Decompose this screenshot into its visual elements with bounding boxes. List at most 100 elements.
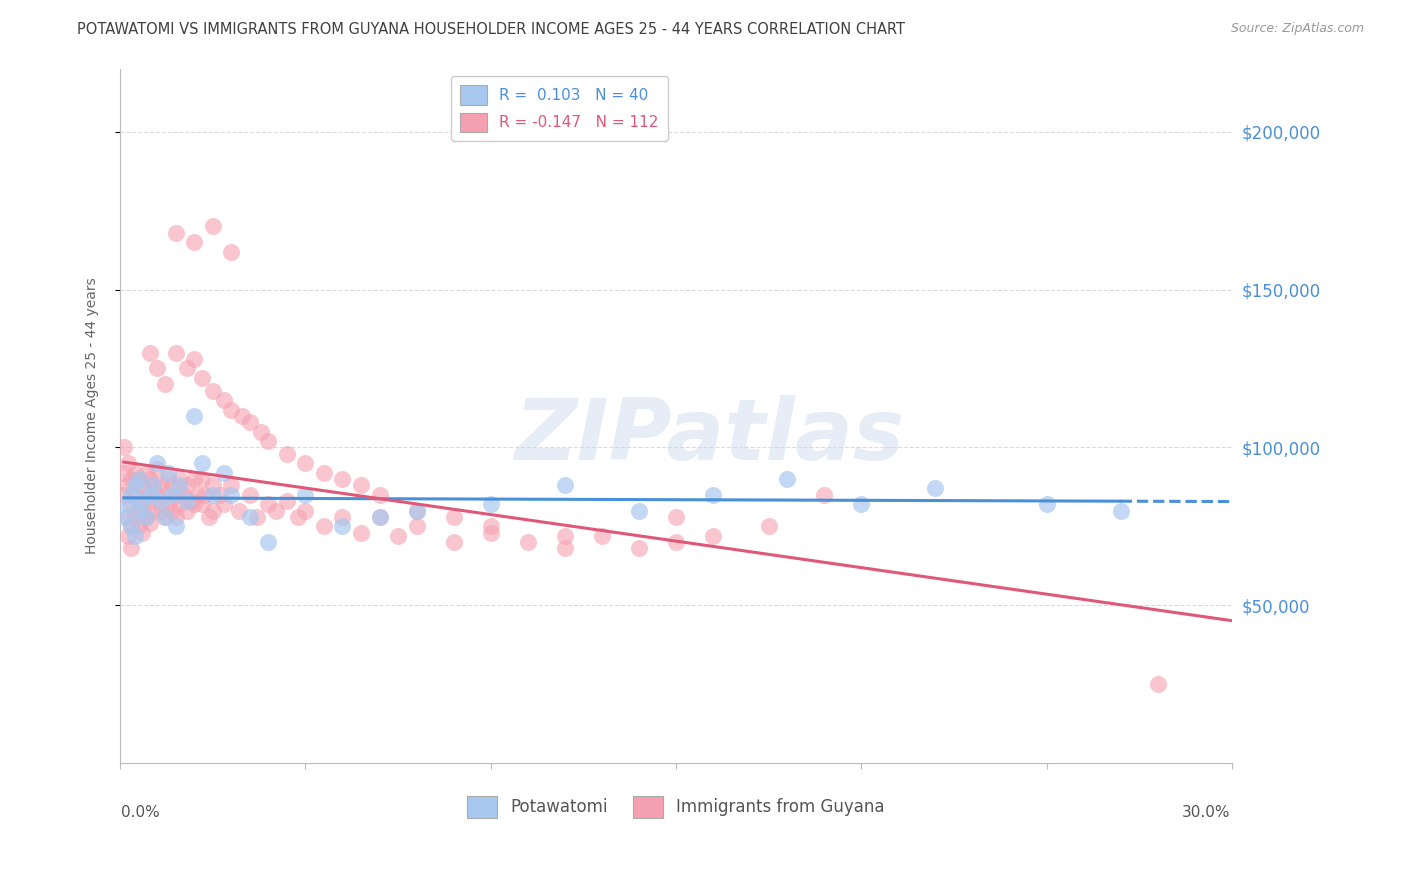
Point [276, 447, 298, 461]
Point [180, 494, 202, 508]
Point [264, 503, 287, 517]
Point [187, 488, 209, 502]
Point [591, 529, 613, 543]
Point [139, 345, 162, 359]
Text: Source: ZipAtlas.com: Source: ZipAtlas.com [1230, 22, 1364, 36]
Point [246, 509, 269, 524]
Point [128, 519, 150, 533]
Point [153, 509, 176, 524]
Point [479, 519, 502, 533]
Point [146, 462, 169, 476]
Point [702, 529, 724, 543]
Point [117, 529, 139, 543]
Point [183, 472, 205, 486]
Point [228, 503, 250, 517]
Point [117, 509, 139, 524]
Point [239, 488, 262, 502]
Point [221, 402, 243, 417]
Point [183, 235, 205, 249]
Point [312, 519, 335, 533]
Point [212, 497, 235, 511]
Point [124, 529, 146, 543]
Point [124, 478, 146, 492]
Point [239, 415, 262, 429]
Point [135, 509, 157, 524]
Point [131, 525, 153, 540]
Point [665, 535, 688, 549]
Point [257, 535, 280, 549]
Point [131, 478, 153, 492]
Point [160, 488, 183, 502]
Point [160, 503, 183, 517]
Point [665, 509, 688, 524]
Point [287, 509, 309, 524]
Point [120, 488, 142, 502]
Point [139, 516, 162, 531]
Point [350, 478, 373, 492]
Point [554, 478, 576, 492]
Point [190, 456, 212, 470]
Point [1109, 503, 1132, 517]
Point [201, 219, 224, 234]
Point [1146, 677, 1168, 691]
Point [149, 478, 172, 492]
Point [231, 409, 253, 423]
Point [176, 361, 198, 376]
Point [112, 441, 135, 455]
Point [112, 509, 135, 524]
Point [250, 425, 273, 439]
Point [153, 377, 176, 392]
Point [758, 519, 780, 533]
Point [221, 244, 243, 259]
Point [157, 472, 180, 486]
Point [157, 466, 180, 480]
Point [172, 488, 194, 502]
Point [169, 472, 191, 486]
Point [190, 472, 212, 486]
Point [368, 509, 391, 524]
Point [149, 503, 172, 517]
Point [117, 456, 139, 470]
Y-axis label: Householder Income Ages 25 - 44 years: Householder Income Ages 25 - 44 years [86, 277, 100, 554]
Point [176, 478, 198, 492]
Text: 30.0%: 30.0% [1182, 805, 1230, 820]
Point [157, 497, 180, 511]
Point [120, 519, 142, 533]
Point [776, 472, 799, 486]
Point [239, 509, 262, 524]
Point [124, 488, 146, 502]
Point [627, 541, 650, 556]
Point [851, 497, 873, 511]
Point [209, 488, 232, 502]
Point [153, 488, 176, 502]
Point [294, 456, 316, 470]
Point [165, 345, 187, 359]
Point [153, 509, 176, 524]
Point [183, 351, 205, 366]
Point [176, 503, 198, 517]
Point [169, 478, 191, 492]
Point [924, 482, 946, 496]
Point [294, 503, 316, 517]
Point [201, 488, 224, 502]
Point [1035, 497, 1057, 511]
Text: 0.0%: 0.0% [121, 805, 160, 820]
Point [257, 434, 280, 448]
Point [117, 497, 139, 511]
Point [165, 509, 187, 524]
Point [169, 497, 191, 511]
Point [332, 519, 354, 533]
Point [165, 519, 187, 533]
Point [135, 488, 157, 502]
Point [190, 371, 212, 385]
Point [142, 478, 165, 492]
Point [405, 503, 427, 517]
Point [627, 503, 650, 517]
Point [128, 472, 150, 486]
Point [135, 509, 157, 524]
Point [201, 384, 224, 398]
Point [201, 478, 224, 492]
Point [221, 478, 243, 492]
Point [479, 525, 502, 540]
Point [257, 497, 280, 511]
